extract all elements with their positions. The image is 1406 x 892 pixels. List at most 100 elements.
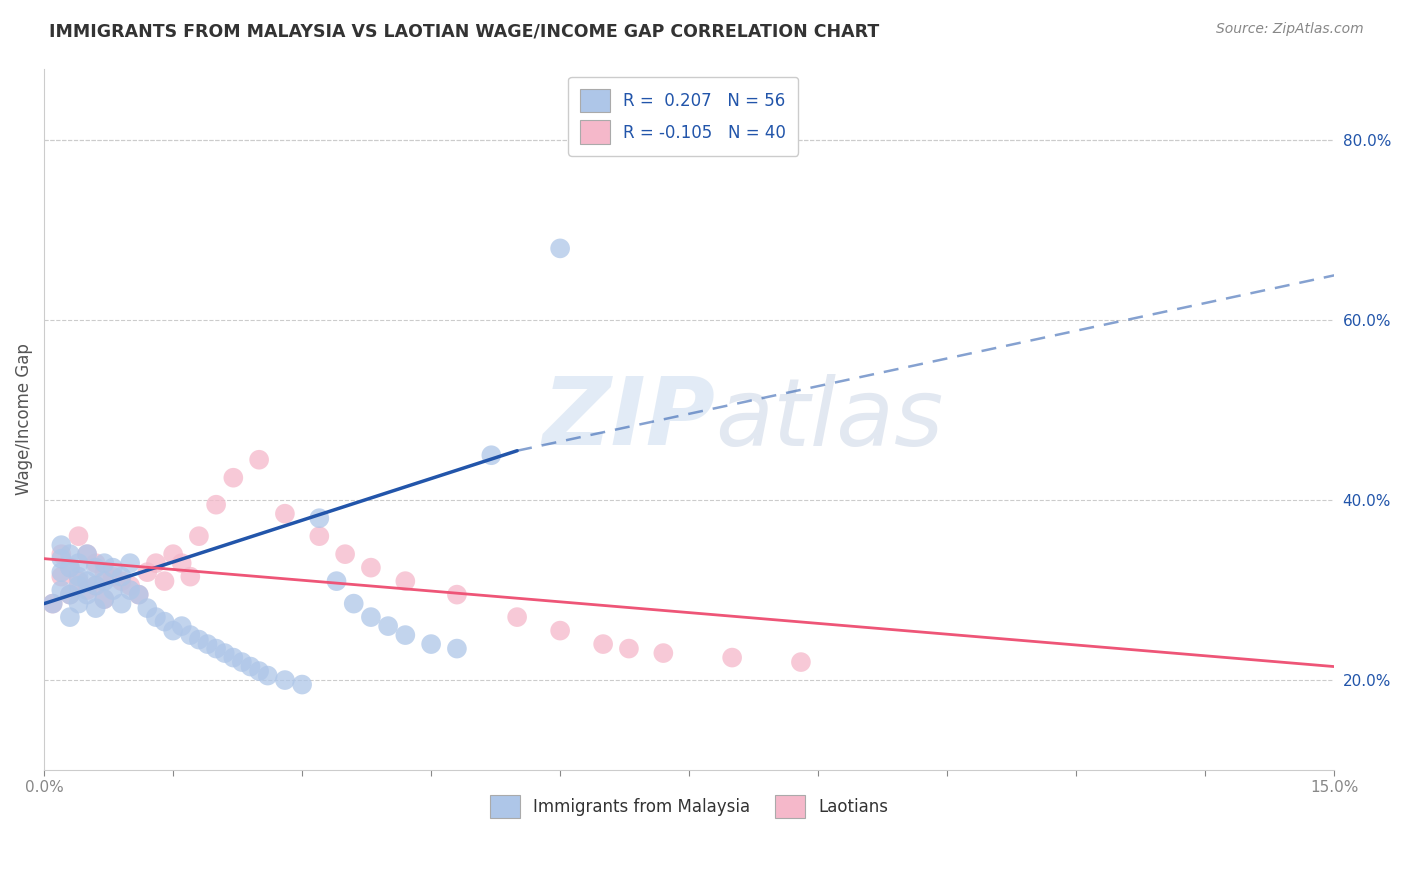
Point — [360, 610, 382, 624]
Point — [274, 507, 297, 521]
Point — [51, 547, 73, 561]
Point — [59, 588, 82, 602]
Point — [247, 452, 270, 467]
Point — [179, 569, 201, 583]
Point — [76, 547, 98, 561]
Text: Source: ZipAtlas.com: Source: ZipAtlas.com — [1216, 22, 1364, 37]
Point — [110, 569, 132, 583]
Point — [197, 637, 219, 651]
Point — [360, 560, 382, 574]
Point — [110, 574, 132, 589]
Point — [67, 579, 90, 593]
Point — [548, 241, 571, 255]
Point — [308, 529, 330, 543]
Text: IMMIGRANTS FROM MALAYSIA VS LAOTIAN WAGE/INCOME GAP CORRELATION CHART: IMMIGRANTS FROM MALAYSIA VS LAOTIAN WAGE… — [49, 22, 880, 40]
Point — [446, 641, 468, 656]
Point — [76, 547, 98, 561]
Point — [93, 565, 115, 579]
Point — [67, 597, 90, 611]
Point — [84, 579, 107, 593]
Point — [506, 610, 529, 624]
Point — [76, 574, 98, 589]
Point — [333, 547, 356, 561]
Point — [128, 588, 150, 602]
Point — [93, 574, 115, 589]
Point — [153, 615, 176, 629]
Point — [231, 655, 253, 669]
Point — [67, 574, 90, 589]
Point — [187, 632, 209, 647]
Point — [247, 664, 270, 678]
Point — [93, 592, 115, 607]
Point — [145, 556, 167, 570]
Text: atlas: atlas — [714, 374, 943, 465]
Point — [617, 641, 640, 656]
Point — [170, 556, 193, 570]
Point — [84, 601, 107, 615]
Point — [325, 574, 347, 589]
Y-axis label: Wage/Income Gap: Wage/Income Gap — [15, 343, 32, 495]
Point — [256, 668, 278, 682]
Legend: Immigrants from Malaysia, Laotians: Immigrants from Malaysia, Laotians — [484, 788, 896, 825]
Point — [51, 565, 73, 579]
Point — [343, 597, 366, 611]
Point — [51, 538, 73, 552]
Point — [128, 588, 150, 602]
Point — [93, 556, 115, 570]
Point — [153, 574, 176, 589]
Point — [84, 560, 107, 574]
Point — [120, 583, 142, 598]
Point — [790, 655, 813, 669]
Point — [239, 659, 262, 673]
Point — [145, 610, 167, 624]
Point — [41, 597, 63, 611]
Point — [162, 624, 184, 638]
Point — [84, 556, 107, 570]
Point — [84, 579, 107, 593]
Point — [222, 650, 245, 665]
Point — [101, 569, 124, 583]
Point — [136, 601, 159, 615]
Text: ZIP: ZIP — [543, 373, 714, 466]
Point — [67, 556, 90, 570]
Point — [479, 448, 502, 462]
Point — [76, 588, 98, 602]
Point — [214, 646, 236, 660]
Point — [59, 588, 82, 602]
Point — [205, 498, 228, 512]
Point — [222, 471, 245, 485]
Point — [51, 551, 73, 566]
Point — [67, 529, 90, 543]
Point — [652, 646, 675, 660]
Point — [93, 592, 115, 607]
Point — [162, 547, 184, 561]
Point — [721, 650, 744, 665]
Point — [136, 565, 159, 579]
Point — [170, 619, 193, 633]
Point — [394, 628, 416, 642]
Point — [101, 583, 124, 598]
Point — [59, 560, 82, 574]
Point — [592, 637, 614, 651]
Point — [308, 511, 330, 525]
Point — [51, 569, 73, 583]
Point — [110, 597, 132, 611]
Point — [394, 574, 416, 589]
Point — [548, 624, 571, 638]
Point — [446, 588, 468, 602]
Point — [101, 560, 124, 574]
Point — [67, 569, 90, 583]
Point — [59, 547, 82, 561]
Point — [291, 677, 314, 691]
Point — [120, 579, 142, 593]
Point — [187, 529, 209, 543]
Point — [76, 583, 98, 598]
Point — [51, 583, 73, 598]
Point — [377, 619, 399, 633]
Point — [59, 560, 82, 574]
Point — [41, 597, 63, 611]
Point — [205, 641, 228, 656]
Point — [420, 637, 443, 651]
Point — [274, 673, 297, 687]
Point — [59, 610, 82, 624]
